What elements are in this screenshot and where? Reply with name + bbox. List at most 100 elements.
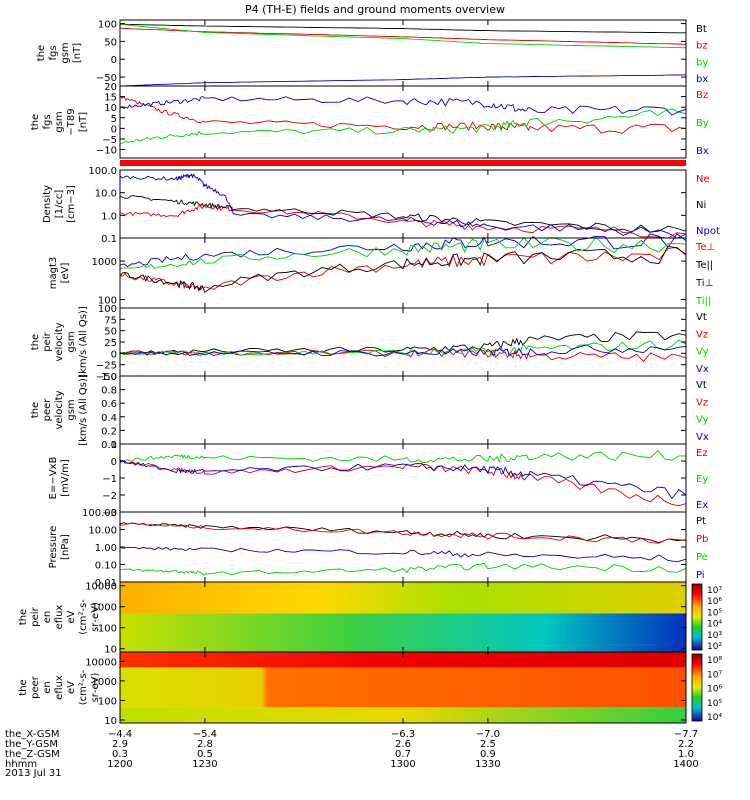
series-line-2 <box>120 522 687 544</box>
y-axis-label: sr‑eV) <box>90 672 101 702</box>
series-line-1 <box>119 204 687 239</box>
x-row-label: the_X-GSM <box>5 729 59 740</box>
y-tick-label: 100 <box>98 295 117 306</box>
colorbar-tick-label: 10⁷ <box>707 586 722 596</box>
legend-label: Te⊥ <box>695 242 715 253</box>
y-tick-label: −25 <box>96 361 117 372</box>
y-axis-label: en <box>42 681 53 694</box>
status-bar <box>120 160 686 166</box>
legend-label: Vt <box>696 380 707 391</box>
legend-label: Ne <box>696 174 710 185</box>
y-tick-label: 1.0 <box>101 211 117 222</box>
y-tick-label: 10.00 <box>88 526 117 537</box>
y-axis-label: peir <box>42 331 53 351</box>
x-tick-label: 2.8 <box>197 739 213 750</box>
series-line-2 <box>119 349 687 363</box>
y-axis-label: (cm²‑s‑ <box>78 669 89 705</box>
series-line-2 <box>120 108 687 144</box>
y-axis-label: velocity <box>54 390 65 429</box>
y-axis-label: gsm <box>66 331 77 352</box>
x-tick-label: −4.4 <box>108 729 132 740</box>
colorbar-tick-label: 10³ <box>707 631 722 641</box>
y-tick-label: −10 <box>96 146 117 157</box>
series-line-1 <box>119 23 686 34</box>
x-tick-label: 0.3 <box>112 749 128 760</box>
y-tick-label: 1.0 <box>101 372 117 383</box>
x-tick-label: −6.3 <box>391 729 415 740</box>
series-line-1 <box>119 246 687 292</box>
series-line-1 <box>119 522 687 544</box>
y-axis-label: the <box>36 45 47 61</box>
x-tick-label: 0.9 <box>480 749 496 760</box>
y-tick-label: 75 <box>104 315 117 326</box>
y-tick-label: 20 <box>104 82 117 93</box>
y-tick-label: 10.0 <box>95 189 117 200</box>
series-line-1 <box>119 459 687 507</box>
y-tick-label: 100.00 <box>82 508 117 519</box>
x-tick-label: 1330 <box>475 759 500 770</box>
series-line-2 <box>119 450 686 464</box>
y-tick-label: 100.0 <box>88 166 117 177</box>
spectrogram-band <box>120 667 686 708</box>
x-row-label: the_Z-GSM <box>5 749 60 760</box>
legend-label: Pi <box>696 570 705 581</box>
date-label: 2013 Jul 31 <box>5 768 62 779</box>
spectrogram-band <box>120 582 686 614</box>
colorbar-tick-label: 10⁷ <box>707 670 722 680</box>
panel-frame <box>119 375 687 445</box>
y-axis-label: [km/s (All Qs)] <box>78 374 89 446</box>
x-tick-label: 2.2 <box>678 739 694 750</box>
y-axis-label: the <box>30 402 41 418</box>
colorbar-tick-label: 10⁴ <box>707 713 722 723</box>
y-tick-label: −5 <box>102 135 117 146</box>
series-line-4 <box>119 74 687 87</box>
series-line-1 <box>119 95 687 134</box>
y-axis-label: fgs <box>42 114 53 129</box>
y-axis-label: eflux <box>54 675 65 700</box>
legend-label: Vt <box>696 312 707 323</box>
colorbar: 10⁸ 10⁷ 10⁶ 10⁵ 10⁴ <box>691 653 722 723</box>
y-tick-label: 0.1 <box>101 234 117 245</box>
y-axis-label: [mV/m] <box>60 459 71 497</box>
series-line-3 <box>119 96 687 116</box>
series-line-2 <box>119 195 687 233</box>
y-axis-label: gsm <box>66 399 77 420</box>
y-axis-label: en <box>42 611 53 624</box>
y-axis-label: eV <box>66 610 77 623</box>
x-tick-label: 1230 <box>192 759 217 770</box>
y-tick-label: 10 <box>104 645 117 656</box>
legend-label: Vz <box>696 397 708 408</box>
y-tick-label: 100 <box>98 304 117 315</box>
x-row-label: hhmm <box>5 759 37 770</box>
colorbar-tick-label: 10⁶ <box>707 685 722 695</box>
y-axis-label: eV <box>66 681 77 694</box>
y-tick-label: 50 <box>104 37 117 48</box>
plot-title: P4 (TH-E) fields and ground moments over… <box>245 3 505 16</box>
legend-label: bz <box>696 41 708 52</box>
y-tick-label: 15 <box>104 93 117 104</box>
y-axis-label: gsm <box>60 42 71 63</box>
y-axis-label: peir <box>30 606 41 626</box>
y-axis-label: [nPa] <box>60 534 71 560</box>
series-line-1 <box>119 331 687 355</box>
series-line-3 <box>119 233 687 268</box>
legend-label: Pb <box>696 534 708 545</box>
y-tick-label: 0 <box>111 457 117 468</box>
panel-density: 0.1 1.0 10.0 100.0 Density [1/cc] [cm−3] Ne Ni Np… <box>42 166 720 245</box>
x-tick-label: 2.6 <box>395 739 411 750</box>
x-tick-label: 2.5 <box>480 739 496 750</box>
x-tick-label: 1400 <box>673 759 698 770</box>
y-tick-label: 0.4 <box>101 413 117 424</box>
legend-label: Ti⊥ <box>695 278 713 289</box>
y-axis-label: peer <box>42 398 53 422</box>
y-tick-label: −50 <box>96 372 117 383</box>
y-tick-label: 0.8 <box>101 386 117 397</box>
y-tick-label: 10000 <box>85 657 117 668</box>
legend-label: Npot <box>696 226 720 237</box>
x-tick-label: −5.4 <box>193 729 217 740</box>
